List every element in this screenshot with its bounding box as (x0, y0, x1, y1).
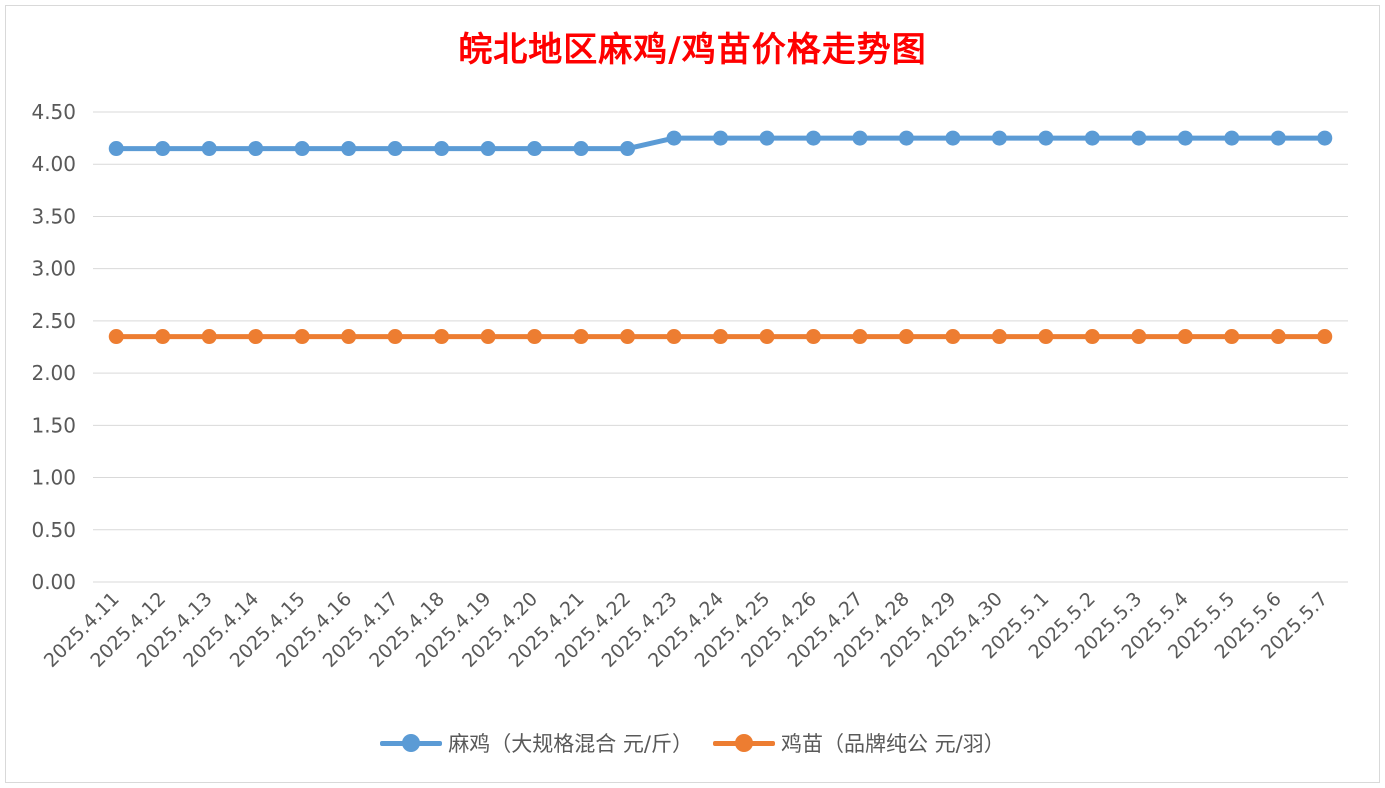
data-point (1177, 130, 1193, 146)
data-point (527, 329, 543, 345)
data-point (341, 141, 357, 157)
y-tick-label: 1.00 (31, 466, 76, 490)
y-tick-label: 4.50 (31, 100, 76, 124)
data-point (201, 329, 217, 345)
data-point (1317, 130, 1333, 146)
data-point (573, 329, 589, 345)
data-point (387, 329, 403, 345)
data-point (294, 329, 310, 345)
legend-marker-series-2 (713, 732, 775, 754)
data-point (805, 329, 821, 345)
data-point (945, 329, 961, 345)
data-point (1131, 329, 1147, 345)
legend-marker-series-1 (380, 732, 443, 754)
data-point (898, 130, 914, 146)
y-tick-label: 0.50 (31, 518, 76, 542)
data-point (294, 141, 310, 157)
data-point (480, 329, 496, 345)
y-tick-label: 2.00 (31, 361, 76, 385)
legend-item-series-2[interactable]: 鸡苗（品牌纯公 元/羽） (713, 728, 1005, 758)
y-tick-label: 3.00 (31, 257, 76, 281)
data-point (1084, 329, 1100, 345)
data-point (341, 329, 357, 345)
data-point (620, 141, 636, 157)
data-point (1224, 329, 1240, 345)
data-point (573, 141, 589, 157)
data-point (108, 141, 124, 157)
data-point (620, 329, 636, 345)
y-tick-label: 1.50 (31, 413, 76, 437)
data-point (248, 141, 264, 157)
data-point (1131, 130, 1147, 146)
data-point (666, 130, 682, 146)
data-point (1177, 329, 1193, 345)
data-point (852, 329, 868, 345)
data-point (480, 141, 496, 157)
data-point (759, 329, 775, 345)
data-point (991, 329, 1007, 345)
data-point (945, 130, 961, 146)
data-point (898, 329, 914, 345)
data-point (434, 329, 450, 345)
data-point (1084, 130, 1100, 146)
chart-title: 皖北地区麻鸡/鸡苗价格走势图 (458, 30, 927, 70)
legend-label-series-1: 麻鸡（大规格混合 元/斤） (448, 732, 693, 756)
data-point (1317, 329, 1333, 345)
y-tick-label: 3.50 (31, 204, 76, 228)
data-point (1038, 130, 1054, 146)
chart-border (5, 5, 1380, 783)
data-point (1270, 130, 1286, 146)
data-point (805, 130, 821, 146)
data-point (713, 130, 728, 146)
data-point (1038, 329, 1054, 345)
data-point (155, 329, 171, 345)
data-point (248, 329, 264, 345)
data-point (759, 130, 775, 146)
data-point (852, 130, 868, 146)
y-tick-label: 0.00 (31, 570, 76, 594)
data-point (527, 141, 543, 157)
data-point (713, 329, 728, 345)
legend: 麻鸡（大规格混合 元/斤） 鸡苗（品牌纯公 元/羽） (0, 728, 1385, 758)
data-point (155, 141, 171, 157)
data-point (991, 130, 1007, 146)
data-point (201, 141, 217, 157)
data-point (387, 141, 403, 157)
data-point (108, 329, 124, 345)
data-point (434, 141, 450, 157)
data-point (1270, 329, 1286, 345)
y-tick-label: 2.50 (31, 309, 76, 333)
legend-label-series-2: 鸡苗（品牌纯公 元/羽） (781, 732, 1005, 756)
data-point (666, 329, 682, 345)
y-tick-label: 4.00 (31, 152, 76, 176)
data-point (1224, 130, 1240, 146)
legend-item-series-1[interactable]: 麻鸡（大规格混合 元/斤） (380, 728, 693, 758)
